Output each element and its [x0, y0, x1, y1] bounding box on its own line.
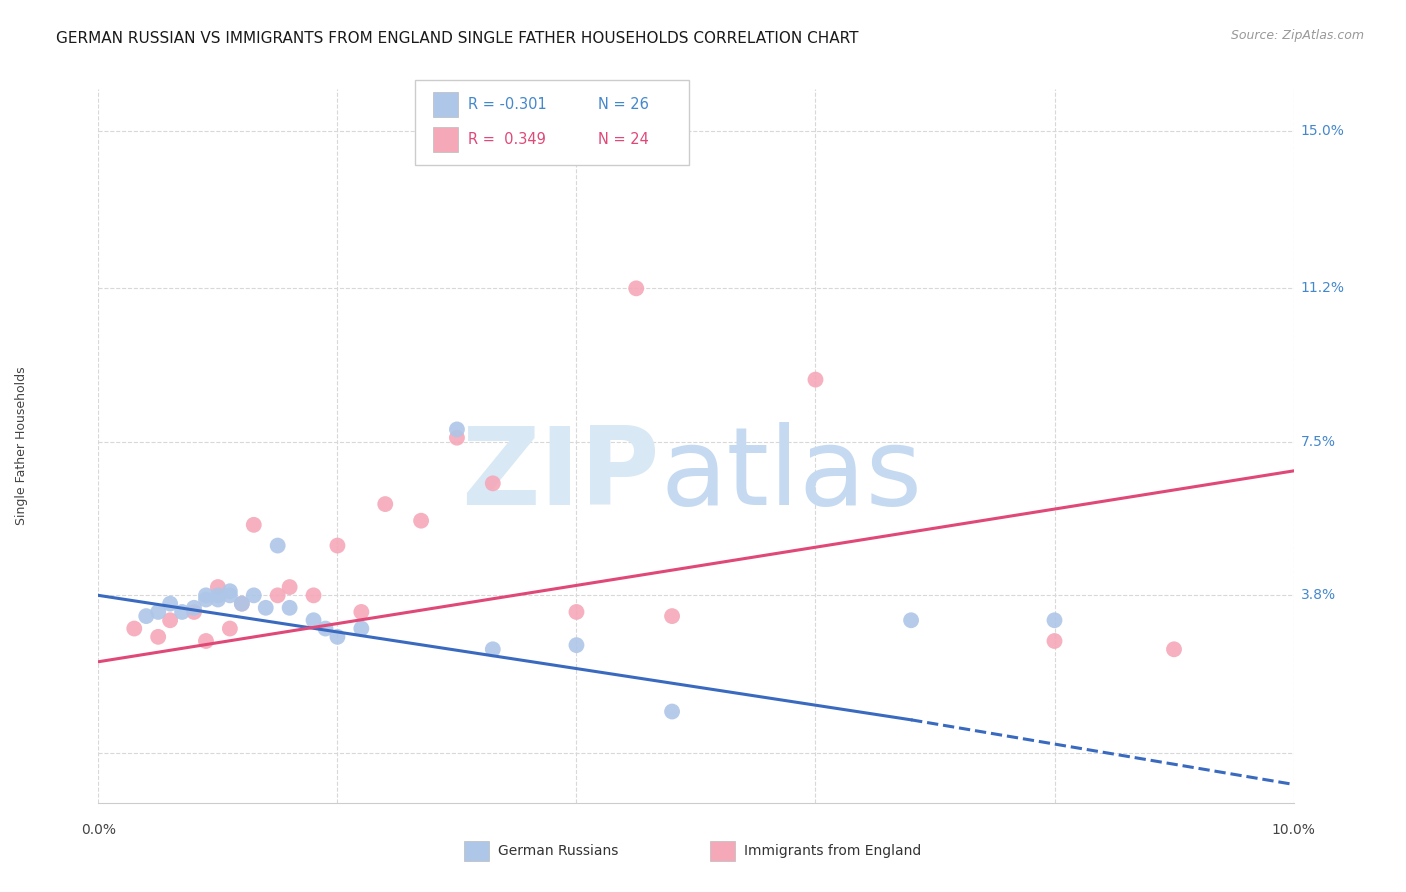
Point: [207, 580, 229, 594]
Point: [481, 476, 505, 491]
Point: [661, 609, 683, 624]
Point: [446, 422, 468, 436]
Text: 3.8%: 3.8%: [1301, 589, 1336, 602]
Point: [159, 597, 181, 611]
Point: [243, 588, 266, 602]
Point: [135, 609, 157, 624]
Point: [350, 605, 373, 619]
Point: [254, 600, 277, 615]
Point: [267, 539, 290, 553]
Text: 0.0%: 0.0%: [82, 822, 115, 837]
Point: [172, 605, 194, 619]
Text: 15.0%: 15.0%: [1301, 124, 1344, 137]
Point: [350, 622, 373, 636]
Point: [194, 588, 218, 602]
Point: [159, 613, 181, 627]
Point: [900, 613, 922, 627]
Text: German Russians: German Russians: [498, 844, 619, 858]
Point: [231, 597, 253, 611]
Point: [411, 514, 433, 528]
Point: [565, 605, 588, 619]
Text: R = -0.301: R = -0.301: [468, 96, 547, 112]
Point: [661, 705, 683, 719]
Point: [326, 630, 349, 644]
Point: [183, 600, 205, 615]
Point: [565, 638, 588, 652]
Point: [219, 622, 242, 636]
Point: [1043, 613, 1066, 627]
Point: [219, 584, 242, 599]
Point: [624, 281, 647, 295]
Point: [231, 597, 253, 611]
Point: [219, 588, 242, 602]
Text: R =  0.349: R = 0.349: [468, 132, 546, 147]
Text: 10.0%: 10.0%: [1271, 822, 1316, 837]
Point: [148, 630, 170, 644]
Point: [194, 634, 218, 648]
Text: 11.2%: 11.2%: [1301, 281, 1344, 295]
Point: [183, 605, 205, 619]
Text: N = 24: N = 24: [598, 132, 648, 147]
Text: Source: ZipAtlas.com: Source: ZipAtlas.com: [1230, 29, 1364, 42]
Point: [278, 580, 301, 594]
Point: [278, 600, 301, 615]
Point: [302, 613, 325, 627]
Point: [207, 592, 229, 607]
Point: [124, 622, 146, 636]
Point: [207, 588, 229, 602]
Text: Single Father Households: Single Father Households: [14, 367, 28, 525]
Text: N = 26: N = 26: [598, 96, 648, 112]
Text: atlas: atlas: [661, 422, 922, 527]
Point: [326, 539, 349, 553]
Point: [315, 622, 337, 636]
Text: Immigrants from England: Immigrants from England: [744, 844, 921, 858]
Point: [446, 431, 468, 445]
Point: [243, 517, 266, 532]
Text: 7.5%: 7.5%: [1301, 435, 1336, 449]
Text: ZIP: ZIP: [461, 422, 661, 527]
Point: [1043, 634, 1066, 648]
Point: [1163, 642, 1185, 657]
Text: GERMAN RUSSIAN VS IMMIGRANTS FROM ENGLAND SINGLE FATHER HOUSEHOLDS CORRELATION C: GERMAN RUSSIAN VS IMMIGRANTS FROM ENGLAN…: [56, 31, 859, 46]
Point: [267, 588, 290, 602]
Point: [374, 497, 396, 511]
Point: [481, 642, 505, 657]
Point: [302, 588, 325, 602]
Point: [148, 605, 170, 619]
Point: [804, 373, 827, 387]
Point: [194, 592, 218, 607]
